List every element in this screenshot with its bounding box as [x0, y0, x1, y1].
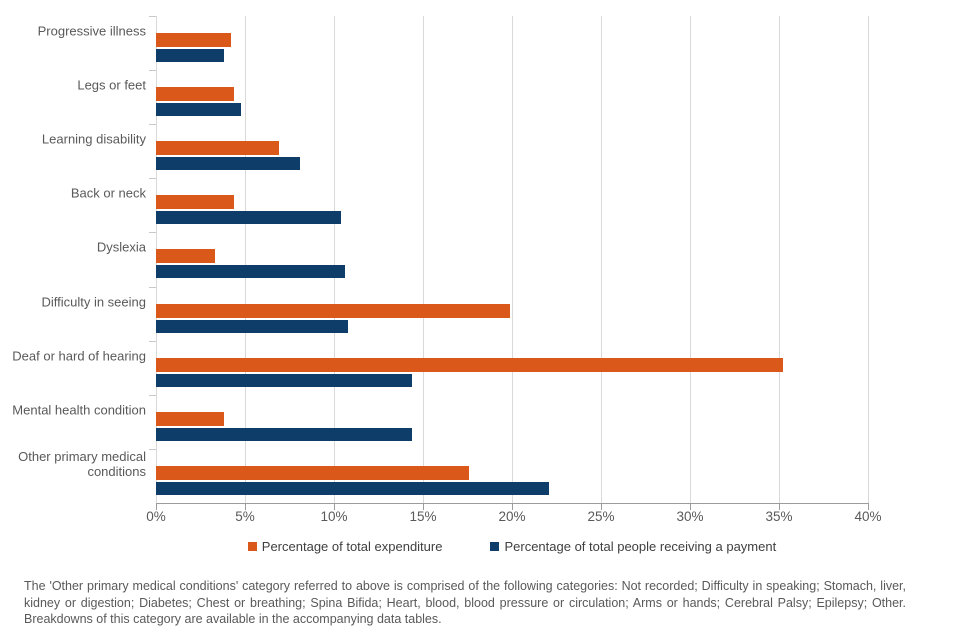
x-axis-tick-label: 25%: [587, 509, 615, 524]
axis-tick-mark: [512, 503, 513, 510]
category-row: Progressive illness: [38, 16, 868, 70]
legend: Percentage of total expenditure Percentag…: [156, 539, 868, 554]
bar-recipients: [156, 49, 224, 62]
axis-tick-mark: [601, 503, 602, 510]
legend-item-recipients: Percentage of total people receiving a p…: [490, 539, 776, 554]
gridline: [512, 16, 513, 503]
category-row: Learning disability: [42, 124, 868, 178]
bar-expenditure: [156, 249, 215, 264]
x-axis-tick-label: 15%: [409, 509, 437, 524]
category-row: Difficulty in seeing: [41, 286, 868, 341]
x-axis-tick-label: 20%: [498, 509, 526, 524]
category-row: Legs or feet: [77, 70, 868, 124]
axis-tick-mark: [779, 503, 780, 510]
bar-recipients: [156, 265, 345, 279]
category-row: Other primary medical conditions: [18, 448, 868, 503]
legend-label: Percentage of total people receiving a p…: [504, 539, 777, 554]
category-row: Deaf or hard of hearing: [12, 340, 868, 395]
bar-expenditure: [156, 357, 783, 372]
category-label: Deaf or hard of hearing: [12, 348, 146, 364]
bar-expenditure: [156, 465, 470, 480]
bar-expenditure: [156, 33, 231, 47]
bar-recipients: [156, 157, 301, 171]
category-label: Legs or feet: [77, 77, 146, 93]
legend-swatch: [490, 542, 500, 551]
bar-expenditure: [156, 141, 279, 156]
category-label: Other primary medical conditions: [18, 448, 146, 479]
legend-swatch: [247, 542, 257, 551]
x-axis-tick-label: 35%: [765, 509, 793, 524]
category-label: Back or neck: [70, 185, 146, 201]
x-axis-tick-label: 10%: [320, 509, 348, 524]
x-axis-tick-label: 40%: [854, 509, 882, 524]
gridline: [868, 16, 869, 503]
gridline: [245, 16, 246, 503]
axis-tick-mark: [156, 503, 157, 510]
axis-tick-mark: [423, 503, 424, 510]
bar-recipients: [156, 319, 349, 333]
bar-recipients: [156, 103, 242, 117]
footnote: The 'Other primary medical conditions' c…: [24, 579, 906, 626]
category-label: Dyslexia: [96, 239, 146, 255]
bar-recipients: [156, 481, 550, 495]
category-label: Progressive illness: [37, 23, 146, 39]
legend-label: Percentage of total expenditure: [261, 539, 443, 554]
bar-recipients: [156, 427, 413, 441]
x-axis-tick-label: 0%: [146, 509, 166, 524]
bar-expenditure: [156, 195, 235, 210]
plot-area: Progressive illness Legs or feet Learning …: [12, 16, 869, 510]
category-row: Dyslexia: [97, 232, 868, 286]
axis-tick-mark: [690, 503, 691, 510]
legend-item-expenditure: Percentage of total expenditure: [247, 539, 443, 554]
bar-expenditure: [156, 87, 235, 102]
x-axis-tick-label: 30%: [676, 509, 704, 524]
x-axis-labels: 0% 5% 10% 15% 20% 25% 30% 35% 40%: [146, 509, 881, 527]
axis-tick-mark: [868, 503, 869, 510]
gridline: [334, 16, 335, 503]
bar-recipients: [156, 211, 342, 225]
category-rows: Progressive illness Legs or feet Learning …: [12, 16, 868, 503]
category-row: Mental health condition: [12, 394, 868, 449]
gridline: [779, 16, 780, 503]
gridline: [601, 16, 602, 503]
gridline: [690, 16, 691, 503]
bar-expenditure: [156, 303, 511, 318]
category-label: Mental health condition: [12, 402, 146, 418]
category-row: Back or neck: [71, 178, 868, 232]
category-label: Learning disability: [41, 131, 146, 147]
gridline: [423, 16, 424, 503]
category-label: Difficulty in seeing: [41, 294, 146, 310]
bar-expenditure: [156, 411, 224, 426]
axis-tick-mark: [245, 503, 246, 510]
bar-recipients: [156, 373, 413, 387]
x-axis-tick-label: 5%: [235, 509, 255, 524]
axis-tick-mark: [334, 503, 335, 510]
